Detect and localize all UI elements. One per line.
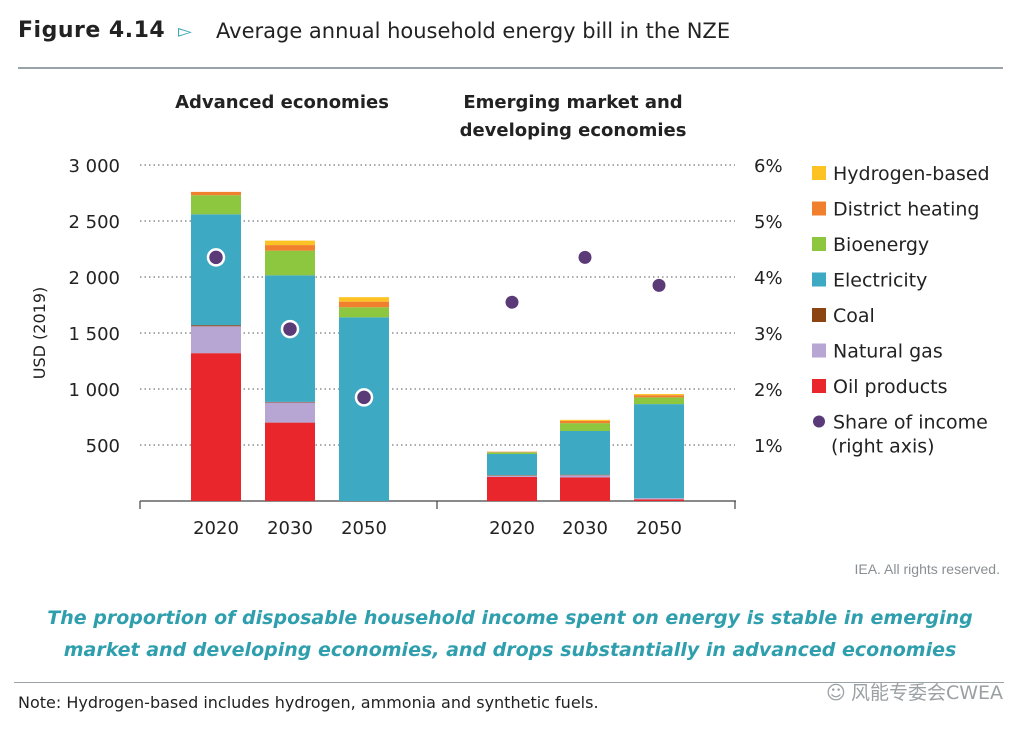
bar-segment xyxy=(560,423,610,431)
legend-label: Oil products xyxy=(833,376,948,398)
bar-segment xyxy=(191,214,241,326)
energy-bill-chart: 500 1 000 1 500 2 000 2 500 3 000 1% 2% 3% 4% 5% 6%… xyxy=(30,92,990,539)
wechat-icon: ☺ xyxy=(826,682,846,704)
figure-title: Average annual household energy bill in … xyxy=(216,19,731,43)
bar-segment xyxy=(487,476,537,501)
note-text: Note: Hydrogen-based includes hydrogen, … xyxy=(18,693,599,712)
y-tick-label: 2 000 xyxy=(68,268,120,289)
legend-label: Natural gas xyxy=(833,341,943,363)
bar-segment xyxy=(634,397,684,405)
legend-swatch xyxy=(812,308,826,322)
bar-segment xyxy=(339,307,389,318)
bar-segment xyxy=(487,451,537,453)
x-tick-label: 2050 xyxy=(636,518,682,539)
bar-segment xyxy=(560,419,610,421)
legend-label: Electricity xyxy=(833,270,927,292)
share-of-income-point xyxy=(354,388,374,407)
bar-segment xyxy=(560,475,610,478)
legend-swatch xyxy=(812,237,826,251)
bar-segment xyxy=(191,353,241,501)
bar-segment xyxy=(265,401,315,403)
bar-segment xyxy=(560,420,610,424)
bar-segment xyxy=(634,499,684,501)
bar-segment xyxy=(191,326,241,354)
legend-label: (right axis) xyxy=(831,436,935,458)
header-divider xyxy=(18,67,1003,69)
bar-segment xyxy=(265,275,315,402)
bar-segment xyxy=(560,477,610,501)
bar-segment xyxy=(634,404,684,499)
y-tick-label: 3 000 xyxy=(68,156,120,177)
legend-dot xyxy=(813,415,825,428)
bar-segment xyxy=(265,240,315,246)
figure-arrow-icon: ▻ xyxy=(178,21,192,42)
credit-text: IEA. All rights reserved. xyxy=(854,561,1000,577)
y2-tick-label: 6% xyxy=(754,156,783,177)
x-tick-label: 2030 xyxy=(562,518,608,539)
bar-segment xyxy=(265,245,315,251)
figure-header: Figure 4.14 ▻ Average annual household e… xyxy=(18,18,1003,54)
bar-segment xyxy=(487,452,537,454)
legend-swatch xyxy=(812,379,826,393)
panel-title: Advanced economies xyxy=(175,92,389,113)
legend-label: Bioenergy xyxy=(833,234,929,256)
bar-segment xyxy=(339,301,389,308)
x-tick-label: 2020 xyxy=(489,518,535,539)
bar-segment xyxy=(339,317,389,501)
y-axis-title: USD (2019) xyxy=(30,287,49,379)
share-of-income-point xyxy=(280,319,300,339)
bar-segment xyxy=(634,394,684,396)
y-tick-label: 2 500 xyxy=(68,212,120,233)
y-tick-label: 1 000 xyxy=(68,380,120,401)
legend-swatch xyxy=(812,272,826,287)
bar-segment xyxy=(487,475,537,476)
y2-tick-label: 1% xyxy=(754,436,783,457)
bar-segment xyxy=(265,250,315,276)
legend-label: Coal xyxy=(833,305,875,327)
y2-tick-label: 2% xyxy=(754,380,783,401)
x-tick-label: 2050 xyxy=(341,518,387,539)
watermark: ☺ 风能专委会CWEA xyxy=(821,678,1003,705)
caption-line-1: The proportion of disposable household i… xyxy=(47,607,973,629)
bar-segment xyxy=(634,395,684,398)
legend-swatch xyxy=(812,343,826,358)
figure-number: Figure 4.14 xyxy=(18,18,166,43)
y-tick-label: 1 500 xyxy=(68,324,120,345)
legend-swatch xyxy=(812,201,826,216)
bar-segment xyxy=(265,402,315,423)
bar-segment xyxy=(487,475,537,477)
y2-tick-label: 5% xyxy=(754,212,783,233)
share-of-income-point xyxy=(206,248,226,267)
bar-segment xyxy=(560,474,610,476)
share-of-income-point xyxy=(505,295,519,309)
x-tick-label: 2020 xyxy=(193,518,239,539)
share-of-income-point xyxy=(652,278,666,292)
note-divider xyxy=(14,682,1004,683)
bar-segment xyxy=(265,422,315,501)
legend-swatch xyxy=(812,166,826,180)
caption-line-2: market and developing economies, and dro… xyxy=(63,639,957,661)
watermark-text: 风能专委会CWEA xyxy=(850,682,1003,704)
bar-segment xyxy=(634,498,684,500)
figure-caption: The proportion of disposable household i… xyxy=(30,602,990,666)
legend-label: Share of income xyxy=(833,412,988,434)
panel-title: Emerging market and xyxy=(463,92,682,113)
bar-segment xyxy=(191,195,241,215)
bar-segment xyxy=(487,453,537,476)
bar-segment xyxy=(560,431,610,475)
legend-label: Hydrogen-based xyxy=(833,163,990,185)
x-tick-label: 2030 xyxy=(267,518,313,539)
legend-label: District heating xyxy=(833,199,980,221)
bar-segment xyxy=(339,297,389,302)
y2-tick-label: 4% xyxy=(754,268,783,289)
panel-title: developing economies xyxy=(460,120,687,141)
share-of-income-point xyxy=(578,250,592,264)
y-tick-label: 500 xyxy=(86,436,120,457)
bar-segment xyxy=(191,325,241,327)
bar-segment xyxy=(191,191,241,196)
y2-tick-label: 3% xyxy=(754,324,783,345)
